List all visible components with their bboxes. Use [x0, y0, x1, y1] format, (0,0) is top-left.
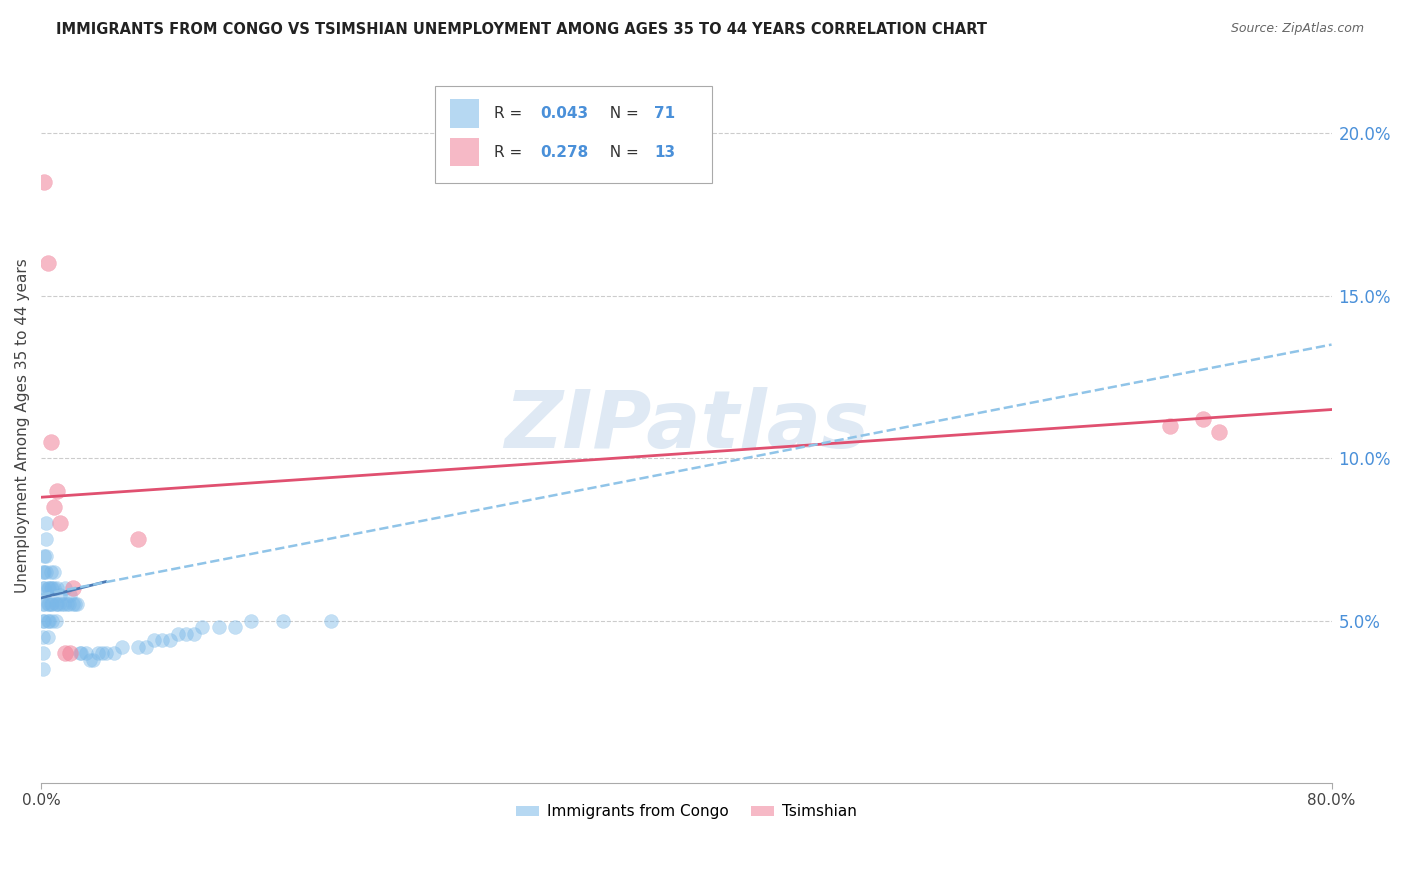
Text: 0.278: 0.278	[540, 145, 589, 160]
Point	[94, 646, 117, 660]
Point	[41, 581, 63, 595]
Text: 0.043: 0.043	[540, 106, 589, 121]
Point	[49, 516, 72, 531]
Point	[127, 640, 149, 654]
Point	[31, 614, 53, 628]
Point	[69, 646, 91, 660]
Point	[159, 633, 181, 648]
Point	[127, 533, 149, 547]
Point	[150, 633, 173, 648]
Point	[49, 588, 72, 602]
Point	[174, 626, 197, 640]
Text: N =: N =	[600, 145, 644, 160]
Text: ZIPatlas: ZIPatlas	[503, 387, 869, 465]
Point	[42, 565, 65, 579]
Point	[1159, 418, 1181, 433]
Point	[58, 598, 80, 612]
Point	[45, 614, 67, 628]
Point	[37, 581, 59, 595]
Point	[35, 549, 58, 563]
Point	[103, 646, 125, 660]
Point	[75, 646, 97, 660]
Point	[1191, 412, 1213, 426]
Point	[34, 581, 56, 595]
Point	[46, 598, 69, 612]
Point	[143, 633, 166, 648]
Point	[62, 598, 84, 612]
Y-axis label: Unemployment Among Ages 35 to 44 years: Unemployment Among Ages 35 to 44 years	[15, 259, 30, 593]
Point	[31, 565, 53, 579]
Point	[31, 598, 53, 612]
Point	[31, 630, 53, 644]
Point	[62, 581, 84, 595]
Point	[56, 598, 79, 612]
Point	[46, 483, 69, 498]
Point	[39, 581, 62, 595]
Point	[39, 598, 62, 612]
Text: Source: ZipAtlas.com: Source: ZipAtlas.com	[1230, 22, 1364, 36]
Point	[31, 646, 53, 660]
Point	[59, 646, 82, 660]
Text: R =: R =	[494, 145, 527, 160]
Point	[65, 598, 87, 612]
Point	[39, 435, 62, 450]
Point	[51, 598, 73, 612]
Point	[86, 646, 108, 660]
Point	[46, 581, 69, 595]
Point	[191, 620, 214, 634]
Point	[239, 614, 262, 628]
Text: 71: 71	[654, 106, 675, 121]
Point	[167, 626, 190, 640]
Point	[42, 500, 65, 514]
Bar	[450, 138, 478, 167]
Point	[79, 652, 101, 666]
Point	[59, 588, 82, 602]
Point	[82, 652, 104, 666]
Point	[321, 614, 343, 628]
Point	[183, 626, 205, 640]
Point	[53, 646, 76, 660]
Legend: Immigrants from Congo, Tsimshian: Immigrants from Congo, Tsimshian	[510, 798, 863, 825]
Point	[52, 598, 75, 612]
Point	[63, 598, 86, 612]
Point	[37, 598, 59, 612]
Point	[39, 565, 62, 579]
Point	[45, 598, 67, 612]
Point	[38, 581, 60, 595]
Point	[111, 640, 134, 654]
Point	[38, 598, 60, 612]
Text: 13: 13	[654, 145, 675, 160]
Text: N =: N =	[600, 106, 644, 121]
Point	[34, 549, 56, 563]
Point	[37, 614, 59, 628]
Point	[35, 533, 58, 547]
Point	[1208, 425, 1230, 440]
Point	[70, 646, 93, 660]
FancyBboxPatch shape	[434, 87, 713, 183]
Point	[91, 646, 114, 660]
Point	[37, 630, 59, 644]
Point	[53, 581, 76, 595]
Text: IMMIGRANTS FROM CONGO VS TSIMSHIAN UNEMPLOYMENT AMONG AGES 35 TO 44 YEARS CORREL: IMMIGRANTS FROM CONGO VS TSIMSHIAN UNEMP…	[56, 22, 987, 37]
Point	[41, 598, 63, 612]
Point	[38, 614, 60, 628]
Point	[34, 598, 56, 612]
Point	[35, 516, 58, 531]
Point	[42, 581, 65, 595]
Point	[34, 175, 56, 189]
Point	[37, 256, 59, 270]
Point	[41, 614, 63, 628]
Point	[31, 581, 53, 595]
Point	[207, 620, 229, 634]
Bar	[450, 99, 478, 128]
Point	[35, 565, 58, 579]
Point	[34, 565, 56, 579]
Point	[34, 614, 56, 628]
Text: R =: R =	[494, 106, 527, 121]
Point	[48, 598, 70, 612]
Point	[135, 640, 157, 654]
Point	[31, 662, 53, 676]
Point	[271, 614, 294, 628]
Point	[224, 620, 246, 634]
